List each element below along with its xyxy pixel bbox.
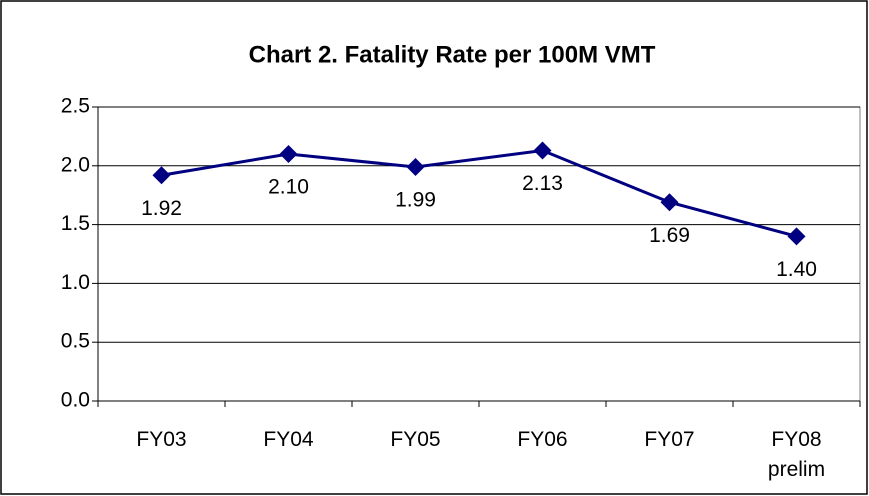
- data-point: [406, 157, 425, 176]
- data-point: [787, 227, 806, 246]
- data-label: 1.92: [141, 197, 182, 220]
- data-point: [152, 166, 171, 185]
- data-point: [660, 193, 679, 212]
- y-tick-label: 0.0: [61, 389, 90, 412]
- x-tick-label: FY05: [390, 428, 441, 451]
- series-line: [161, 148, 797, 238]
- y-tick-label: 2.5: [61, 95, 90, 118]
- data-label: 1.40: [776, 258, 817, 281]
- y-tick-label: 1.5: [61, 212, 90, 235]
- x-tick-label: FY06: [517, 428, 568, 451]
- y-tick-label: 1.0: [61, 271, 90, 294]
- data-label: 2.10: [268, 176, 309, 199]
- data-label: 2.13: [522, 172, 563, 195]
- y-tick-label: 0.5: [61, 330, 90, 353]
- data-label: 1.99: [395, 189, 436, 212]
- x-tick-label: FY03: [136, 428, 187, 451]
- x-tick-label: FY04: [263, 428, 314, 451]
- chart-title: Chart 2. Fatality Rate per 100M VMT: [249, 41, 656, 68]
- y-tick-label: 2.0: [61, 153, 90, 176]
- data-point: [279, 145, 298, 164]
- data-label: 1.69: [649, 224, 690, 247]
- x-tick-label: FY08 prelim: [767, 428, 826, 481]
- x-tick-label: FY07: [644, 428, 695, 451]
- data-point: [533, 141, 552, 160]
